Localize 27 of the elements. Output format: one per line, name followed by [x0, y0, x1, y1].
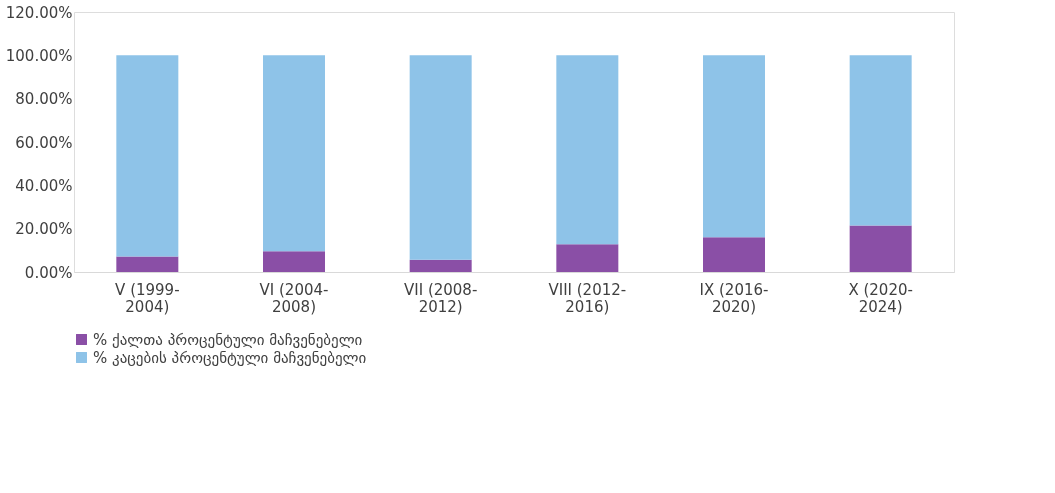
legend-label: % ქალთა პროცენტული მაჩვენებელი	[93, 330, 363, 349]
bar	[409, 55, 472, 260]
y-tick-label: 60.00%	[15, 133, 73, 152]
bar	[116, 256, 179, 272]
x-tick-label: VIII (2012-2016)	[548, 280, 627, 316]
bar	[703, 55, 765, 238]
x-tick-label: VI (2004-2008)	[259, 280, 329, 316]
x-tick-label: IX (2016-2020)	[699, 280, 769, 316]
bar	[409, 259, 472, 272]
bar	[703, 237, 765, 272]
bar	[116, 55, 179, 257]
y-tick-label: 40.00%	[15, 176, 73, 195]
bar	[263, 251, 325, 272]
y-tick-label: 80.00%	[15, 90, 73, 109]
y-tick-label: 120.00%	[5, 3, 73, 22]
x-tick-label: V (1999-2004)	[115, 280, 180, 316]
bar	[263, 55, 325, 252]
x-tick-label: X (2020-2024)	[848, 280, 913, 316]
y-tick-label: 0.00%	[24, 263, 73, 282]
bar	[849, 225, 912, 272]
y-tick-label: 20.00%	[15, 220, 73, 239]
x-tick-label: VII (2008-2012)	[404, 280, 478, 316]
legend-label: % კაცების პროცენტული მაჩვენებელი	[93, 348, 367, 367]
y-tick-label: 100.00%	[5, 46, 73, 65]
bar	[556, 55, 619, 245]
bar	[849, 55, 912, 226]
bar	[556, 244, 619, 272]
